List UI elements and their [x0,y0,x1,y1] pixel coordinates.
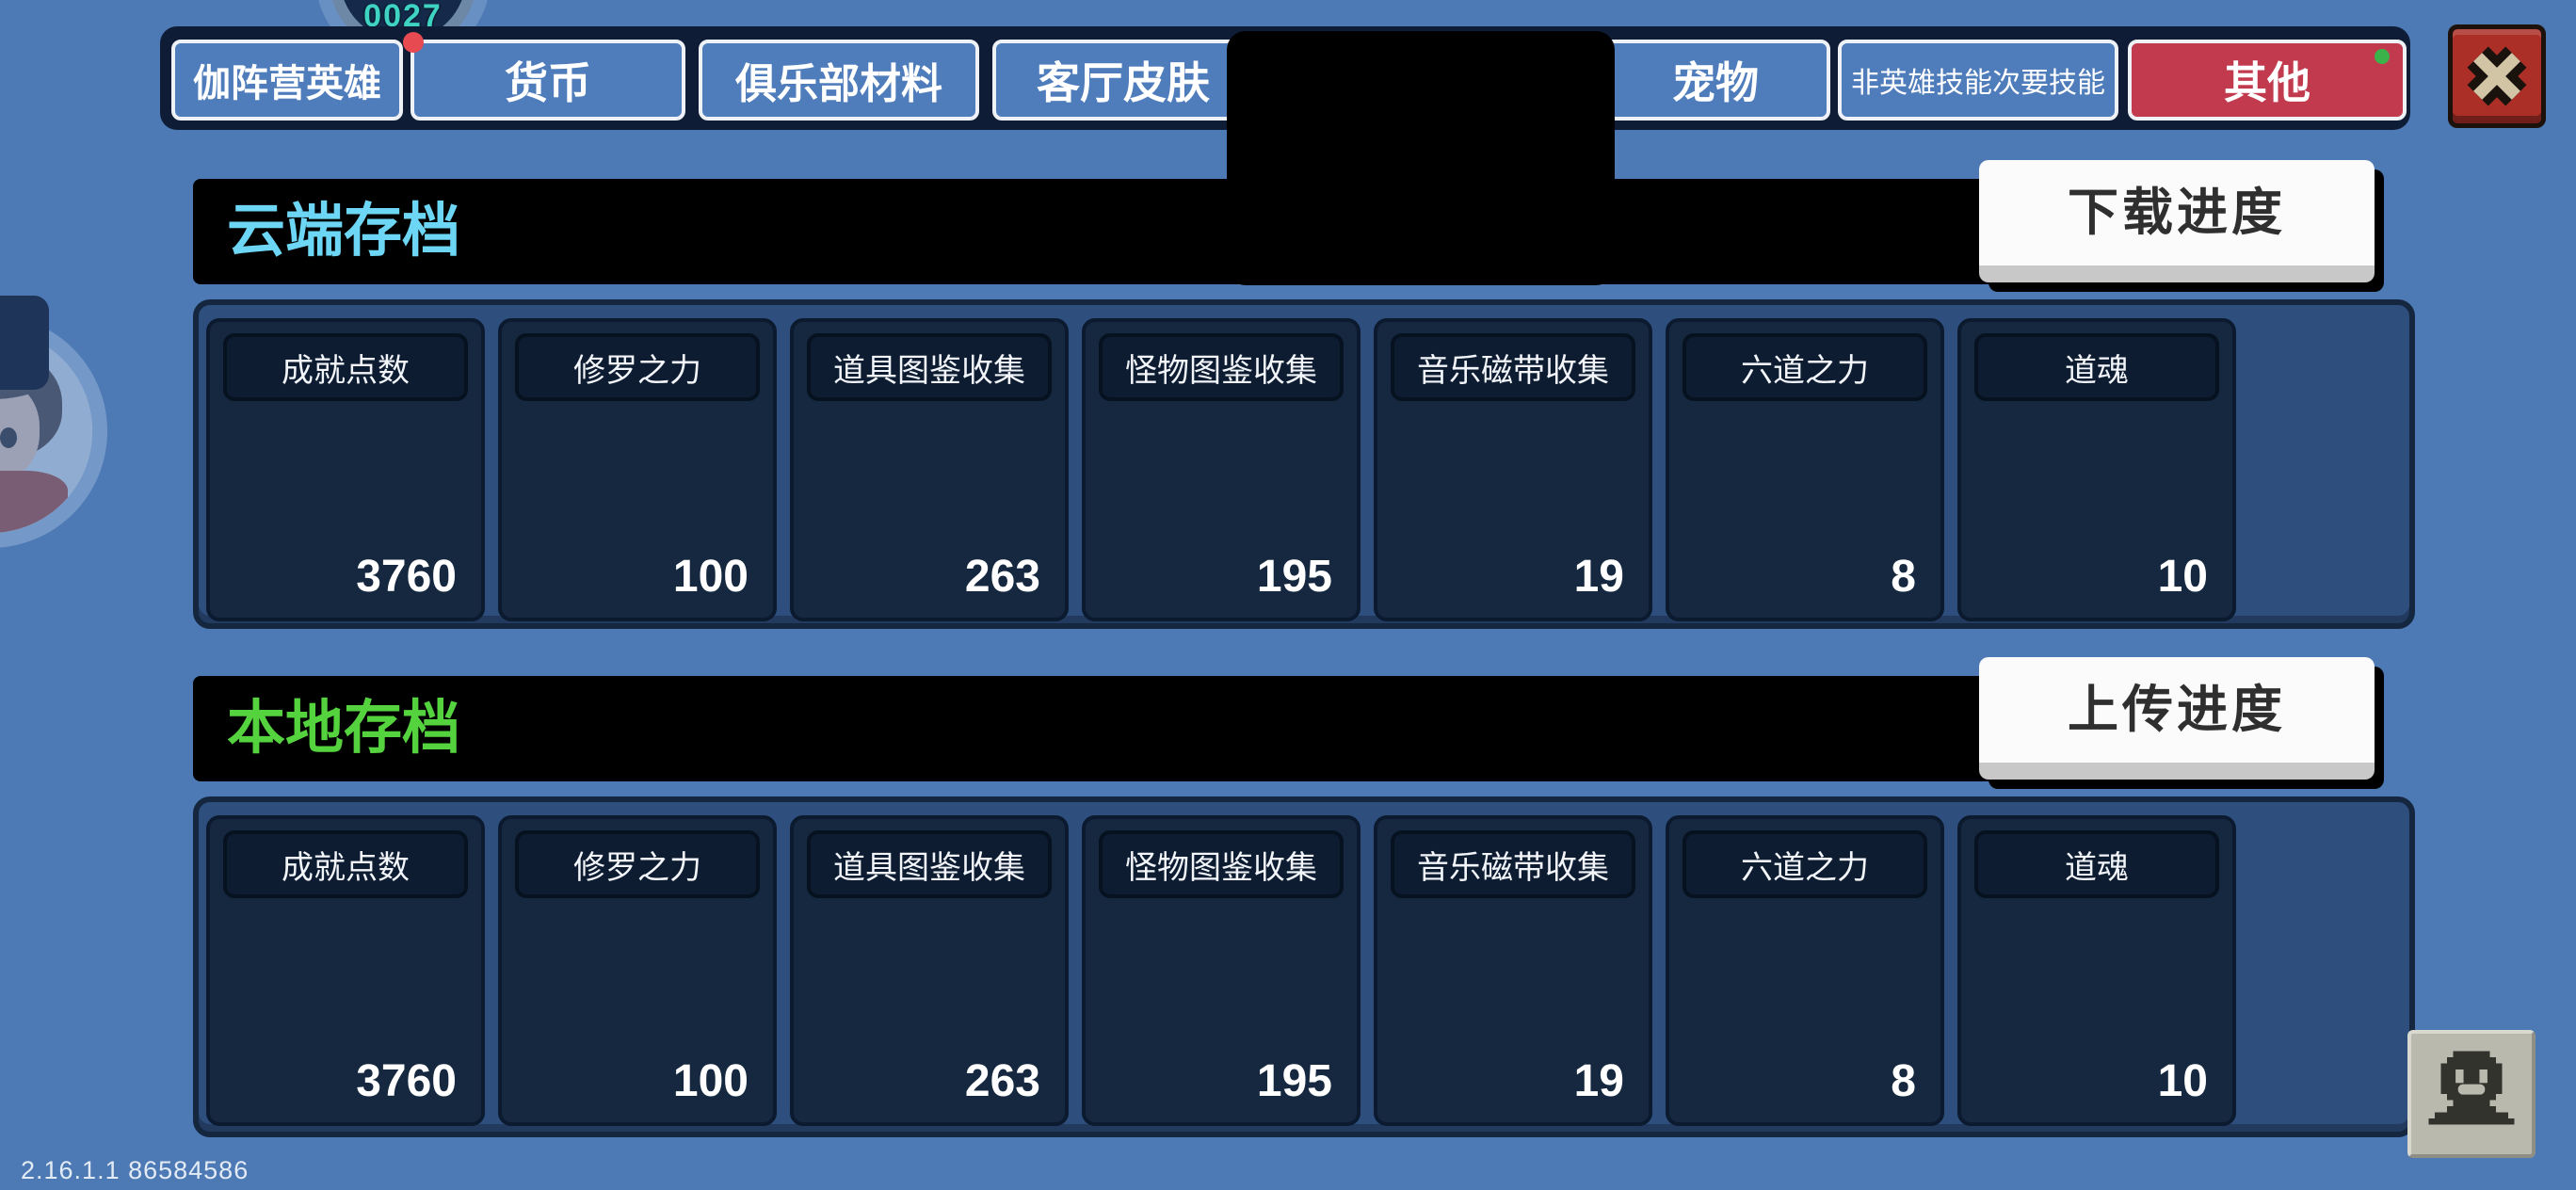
tab-pets[interactable]: 宠物 [1601,40,1830,121]
tab-label: 非英雄技能次要技能 [1851,68,2105,99]
tab-label: 客厅皮肤 [1037,58,1210,107]
stat-label: 六道之力 [1741,352,1869,389]
avatar-scarf [0,471,68,533]
stat-value: 100 [672,552,749,602]
version-text: 2.16.1.1 86584586 [21,1156,250,1184]
stat-label-pill: 成就点数 [223,830,468,898]
redaction-box [1227,31,1615,285]
stat-card-monster-collection: 怪物图鉴收集 195 [1082,318,1360,621]
stat-card-six-paths-power: 六道之力 8 [1666,318,1944,621]
cloud-save-title: 云端存档 [227,199,461,264]
stat-card-six-paths-power: 六道之力 8 [1666,815,1944,1126]
close-x-icon [2467,46,2527,106]
stat-label-pill: 音乐磁带收集 [1391,333,1635,401]
stat-label-pill: 六道之力 [1682,333,1927,401]
stat-label-pill: 道具图鉴收集 [807,333,1052,401]
local-save-title: 本地存档 [227,696,461,761]
stat-label-pill: 道魂 [1974,333,2219,401]
stat-label: 音乐磁带收集 [1417,352,1609,389]
stat-value: 10 [2157,1056,2208,1106]
stat-label: 修罗之力 [573,352,701,389]
tab-label: 宠物 [1672,58,1759,107]
stat-value: 263 [964,552,1040,602]
stat-label: 怪物图鉴收集 [1125,849,1317,886]
cloud-save-panel: 成就点数 3760 修罗之力 100 道具图鉴收集 263 怪物图鉴收集 195… [193,299,2415,629]
stat-value: 10 [2157,552,2208,602]
stat-value: 8 [1891,552,1916,602]
stat-label: 道魂 [2065,352,2129,389]
stat-value: 19 [1573,552,1624,602]
stat-card-asura-power: 修罗之力 100 [498,318,777,621]
close-button[interactable] [2448,24,2546,128]
stat-label: 修罗之力 [573,849,701,886]
stat-label-pill: 道魂 [1974,830,2219,898]
stat-card-asura-power: 修罗之力 100 [498,815,777,1126]
stat-label-pill: 道具图鉴收集 [807,830,1052,898]
background-element [0,296,49,390]
tab-label: 伽阵营英雄 [193,63,381,105]
stat-label-pill: 怪物图鉴收集 [1099,333,1344,401]
stat-label-pill: 六道之力 [1682,830,1927,898]
local-save-panel: 成就点数 3760 修罗之力 100 道具图鉴收集 263 怪物图鉴收集 195… [193,796,2415,1137]
avatar-eye [0,427,17,448]
stat-card-music-tapes: 音乐磁带收集 19 [1374,318,1652,621]
upload-progress-button[interactable]: 上传进度 [1979,657,2375,780]
tab-label: 货币 [505,58,591,107]
stat-label: 音乐磁带收集 [1417,849,1609,886]
stat-label: 成就点数 [282,849,410,886]
stat-label-pill: 怪物图鉴收集 [1099,830,1344,898]
stat-label-pill: 成就点数 [223,333,468,401]
stat-label: 六道之力 [1741,849,1869,886]
stat-label: 成就点数 [282,352,410,389]
stat-card-dao-soul: 道魂 10 [1957,815,2236,1126]
stat-label-pill: 修罗之力 [515,333,760,401]
tab-faction-heroes[interactable]: 伽阵营英雄 [171,40,403,121]
stat-card-music-tapes: 音乐磁带收集 19 [1374,815,1652,1126]
stat-card-monster-collection: 怪物图鉴收集 195 [1082,815,1360,1126]
stat-value: 3760 [356,1056,457,1106]
tab-non-hero-skills[interactable]: 非英雄技能次要技能 [1838,40,2118,121]
stat-card-achievement-points: 成就点数 3760 [206,318,485,621]
tab-label: 俱乐部材料 [735,61,942,107]
stat-label-pill: 修罗之力 [515,830,760,898]
person-icon [2428,1051,2515,1125]
tab-other[interactable]: 其他 [2128,40,2407,121]
stat-card-item-collection: 道具图鉴收集 263 [790,815,1069,1126]
tab-label: 其他 [2224,58,2310,107]
notification-dot-green [2375,49,2390,64]
tab-currency[interactable]: 货币 [403,32,685,121]
stat-value: 195 [1256,1056,1332,1106]
stat-label: 道具图鉴收集 [833,849,1025,886]
notification-dot-red [403,32,424,53]
download-progress-button[interactable]: 下载进度 [1979,160,2375,282]
stat-label: 道具图鉴收集 [833,352,1025,389]
tab-club-materials[interactable]: 俱乐部材料 [699,40,979,121]
stat-card-dao-soul: 道魂 10 [1957,318,2236,621]
stat-value: 3760 [356,552,457,602]
contact-button[interactable] [2407,1030,2536,1158]
stat-value: 195 [1256,552,1332,602]
stat-label: 怪物图鉴收集 [1125,352,1317,389]
stat-label-pill: 音乐磁带收集 [1391,830,1635,898]
stat-card-achievement-points: 成就点数 3760 [206,815,485,1126]
stat-value: 100 [672,1056,749,1106]
stat-value: 263 [964,1056,1040,1106]
stat-card-item-collection: 道具图鉴收集 263 [790,318,1069,621]
tab-livingroom-skins[interactable]: 客厅皮肤 [992,40,1254,121]
stat-value: 8 [1891,1056,1916,1106]
stat-value: 19 [1573,1056,1624,1106]
stat-label: 道魂 [2065,849,2129,886]
